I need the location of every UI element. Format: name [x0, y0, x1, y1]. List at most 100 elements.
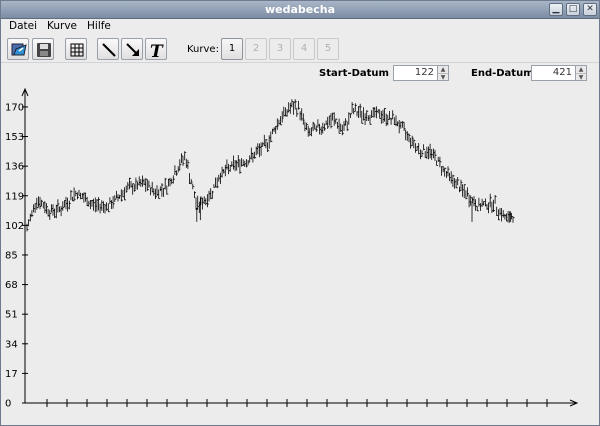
ohlc-bar	[457, 177, 460, 186]
ohlc-bar	[281, 111, 284, 123]
ohlc-bar	[431, 149, 434, 160]
ohlc-bar	[211, 190, 214, 199]
y-tick-label: 153	[5, 132, 24, 143]
ohlc-bar	[73, 187, 76, 202]
end-date-spinner[interactable]: 421 ▲ ▼	[531, 65, 587, 81]
maximize-icon[interactable]: □	[566, 3, 580, 16]
ohlc-bar	[41, 199, 44, 207]
ohlc-bar	[512, 216, 515, 223]
ohlc-bar	[31, 210, 34, 218]
ohlc-bar	[280, 116, 283, 126]
minimize-icon[interactable]: ▁	[549, 3, 563, 16]
open-icon	[11, 43, 27, 56]
ohlc-bar	[493, 199, 495, 212]
ohlc-bar	[146, 179, 149, 191]
ohlc-bar	[133, 184, 136, 192]
ohlc-bar	[62, 201, 65, 211]
y-tick-label: 102	[5, 221, 24, 232]
close-icon[interactable]: ✕	[583, 3, 597, 16]
open-button[interactable]	[7, 38, 29, 60]
ohlc-bar	[437, 156, 440, 162]
start-date-spinner[interactable]: 122 ▲ ▼	[393, 65, 449, 81]
ohlc-bar	[317, 119, 320, 128]
ohlc-bar	[80, 192, 83, 200]
ohlc-bar	[328, 115, 331, 126]
ohlc-bar	[158, 189, 161, 199]
ohlc-bar	[302, 113, 305, 125]
ohlc-bar	[324, 123, 326, 131]
ohlc-bar	[294, 99, 297, 110]
spin-down-icon[interactable]: ▼	[576, 73, 586, 81]
y-tick-label: 51	[5, 310, 18, 321]
end-date-value[interactable]: 421	[552, 67, 572, 78]
ohlc-bar	[216, 177, 219, 189]
end-date-arrows[interactable]: ▲ ▼	[575, 66, 586, 81]
kurve-button-5[interactable]: 5	[317, 38, 339, 60]
ohlc-bar	[411, 135, 414, 147]
ohlc-bar	[377, 109, 380, 114]
ohlc-bar	[265, 139, 268, 149]
ohlc-bar	[215, 177, 217, 188]
ohlc-bar	[125, 185, 128, 193]
end-date-label: End-Datum	[471, 68, 534, 79]
ohlc-bar	[341, 124, 344, 136]
ohlc-bar	[182, 156, 185, 166]
kurve-button-2[interactable]: 2	[245, 38, 267, 60]
ohlc-bar	[346, 121, 349, 131]
ohlc-bar	[47, 208, 50, 217]
title-bar[interactable]: wedabecha ▁ □ ✕	[1, 1, 599, 19]
ohlc-bar	[166, 185, 169, 195]
ohlc-bar	[169, 177, 172, 187]
ohlc-bar	[348, 112, 351, 125]
ohlc-bar	[60, 206, 63, 217]
start-date-value[interactable]: 122	[414, 67, 434, 78]
ohlc-bar	[384, 108, 387, 122]
menu-hilfe[interactable]: Hilfe	[87, 20, 111, 32]
ohlc-bar	[502, 210, 505, 218]
ohlc-bar	[354, 103, 357, 112]
price-chart[interactable]: 0 17 34 51 68 85 102 119 136 153 170	[1, 83, 599, 421]
trend-arrow-button[interactable]	[121, 38, 143, 60]
grid-icon	[70, 43, 84, 57]
ohlc-bar	[54, 208, 57, 219]
ohlc-bar	[190, 179, 193, 185]
ohlc-bar	[202, 197, 204, 210]
ohlc-bar	[34, 203, 37, 213]
ohlc-bar	[393, 117, 396, 125]
ohlc-bar	[103, 201, 105, 213]
ohlc-bar	[259, 143, 261, 158]
y-tick-label: 17	[5, 369, 18, 380]
ohlc-bar	[285, 107, 287, 117]
menu-datei[interactable]: Datei	[9, 20, 38, 32]
spin-up-icon[interactable]: ▲	[440, 66, 446, 73]
spin-up-icon[interactable]: ▲	[578, 66, 584, 73]
y-tick-label: 170	[5, 102, 24, 113]
spin-down-icon[interactable]: ▼	[438, 73, 448, 81]
kurve-label: Kurve:	[187, 44, 219, 55]
kurve-button-1[interactable]: 1	[221, 38, 243, 60]
ohlc-bar	[155, 188, 157, 199]
ohlc-bar	[195, 197, 198, 210]
ohlc-bar	[233, 155, 235, 170]
grid-button[interactable]	[65, 38, 87, 60]
text-tool-icon: T	[150, 42, 164, 59]
ohlc-bar	[49, 209, 52, 220]
ohlc-bar	[207, 194, 209, 208]
text-tool-button[interactable]: T	[145, 38, 167, 60]
kurve-button-3[interactable]: 3	[269, 38, 291, 60]
ohlc-bar	[424, 151, 427, 158]
ohlc-bar	[387, 114, 390, 126]
ohlc-series	[26, 99, 515, 232]
kurve-button-4[interactable]: 4	[293, 38, 315, 60]
ohlc-bar	[239, 159, 242, 174]
line-tool-button[interactable]	[97, 38, 119, 60]
save-button[interactable]	[32, 38, 54, 60]
start-date-arrows[interactable]: ▲ ▼	[437, 66, 448, 81]
y-axis-arrow	[21, 87, 29, 97]
ohlc-bar	[498, 209, 500, 221]
menu-kurve[interactable]: Kurve	[47, 20, 78, 32]
ohlc-bar	[298, 100, 300, 110]
ohlc-bar	[444, 167, 447, 177]
y-tick-label: 85	[5, 250, 18, 261]
ohlc-bar	[272, 128, 274, 135]
